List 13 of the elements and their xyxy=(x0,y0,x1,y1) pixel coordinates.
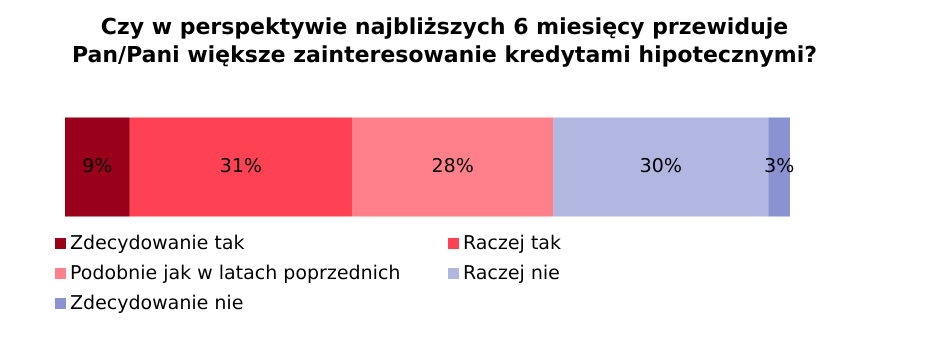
legend-label: Raczej nie xyxy=(463,262,560,284)
legend-label: Zdecydowanie nie xyxy=(70,292,244,314)
bar xyxy=(352,118,554,216)
bar xyxy=(65,118,130,216)
legend-label: Zdecydowanie tak xyxy=(70,232,244,254)
legend-label: Raczej tak xyxy=(463,232,561,254)
legend-label: Podobnie jak w latach poprzednich xyxy=(70,262,400,284)
chart-title: Czy w perspektywie najbliższych 6 miesięcy przewiduje Pan/Pani większe zainteresowanie kredytami hipotecznymi? xyxy=(71,14,818,70)
bar xyxy=(130,118,352,216)
data-label: 28% xyxy=(432,154,474,177)
data-label: 30% xyxy=(640,154,682,177)
data-label: 9% xyxy=(82,154,112,177)
data-label: 31% xyxy=(220,154,262,177)
